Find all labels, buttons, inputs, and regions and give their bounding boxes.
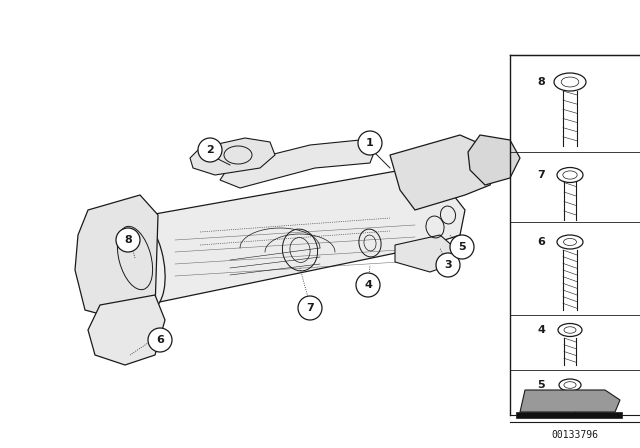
Text: 7: 7 [537,170,545,180]
Text: 8: 8 [537,77,545,87]
Polygon shape [105,165,465,305]
Text: 00133796: 00133796 [552,430,598,440]
Circle shape [116,228,140,252]
Polygon shape [468,135,520,185]
Circle shape [298,296,322,320]
Text: 4: 4 [364,280,372,290]
Circle shape [356,273,380,297]
Circle shape [450,235,474,259]
Circle shape [198,138,222,162]
Text: 4: 4 [537,325,545,335]
Text: 3: 3 [538,395,545,405]
Polygon shape [220,140,375,188]
Polygon shape [190,138,275,175]
Circle shape [148,328,172,352]
Text: 5: 5 [538,380,545,390]
Polygon shape [75,195,158,325]
Text: 3: 3 [444,260,452,270]
Text: 5: 5 [458,242,466,252]
Polygon shape [390,135,500,210]
Text: 2: 2 [206,145,214,155]
Text: 1: 1 [366,138,374,148]
Polygon shape [88,295,165,365]
Text: 8: 8 [124,235,132,245]
Ellipse shape [105,204,165,312]
Circle shape [358,131,382,155]
Text: 6: 6 [537,237,545,247]
Text: 6: 6 [156,335,164,345]
Polygon shape [395,235,455,272]
Polygon shape [520,390,620,412]
Circle shape [436,253,460,277]
Text: 7: 7 [306,303,314,313]
Polygon shape [516,412,622,418]
